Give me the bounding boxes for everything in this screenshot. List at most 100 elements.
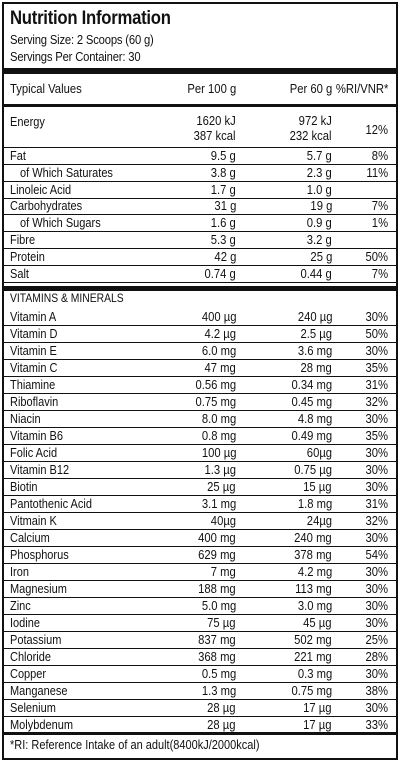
row-name: Vitamin E xyxy=(10,344,57,358)
row-per100: 7 mg xyxy=(210,565,236,579)
row-per100: 75 µg xyxy=(207,616,236,630)
row-per100: 4.2 µg xyxy=(204,327,236,341)
table-row: Vitamin B12 1.3 µg 0.75 µg 30% xyxy=(4,462,396,479)
row-per100: 47 mg xyxy=(204,361,236,375)
header-typical-values: Typical Values xyxy=(10,82,82,96)
row-divider xyxy=(4,529,396,530)
row-divider xyxy=(4,393,396,394)
row-ri: 35% xyxy=(365,429,388,443)
row-ri: 31% xyxy=(365,497,388,511)
row-name: Manganese xyxy=(10,684,68,698)
row-per100: 837 mg xyxy=(198,633,236,647)
row-per60: 0.34 mg xyxy=(291,378,332,392)
row-divider xyxy=(4,614,396,615)
row-name: Biotin xyxy=(10,480,38,494)
table-row: Vitamin A 400 µg 240 µg 30% xyxy=(4,309,396,326)
row-per60: 15 µg xyxy=(303,480,332,494)
table-row: Salt 0.74 g 0.44 g 7% xyxy=(4,266,396,283)
row-ri: 54% xyxy=(365,548,388,562)
row-divider xyxy=(4,248,396,249)
row-name: Magnesium xyxy=(10,582,67,596)
row-per100: 25 µg xyxy=(207,480,236,494)
row-name: Potassium xyxy=(10,633,62,647)
table-row: Potassium 837 mg 502 mg 25% xyxy=(4,632,396,649)
row-per60: 4.2 mg xyxy=(297,565,332,579)
header-per-100g: Per 100 g xyxy=(187,82,236,96)
row-per100: 188 mg xyxy=(198,582,236,596)
servings-per-container: Servings Per Container: 30 xyxy=(10,50,141,64)
row-ri: 8% xyxy=(371,149,388,163)
energy-ri: 12% xyxy=(365,123,388,137)
table-row: Iron 7 mg 4.2 mg 30% xyxy=(4,564,396,581)
row-name: Calcium xyxy=(10,531,50,545)
table-row: of Which Saturates 3.8 g 2.3 g 11% xyxy=(4,165,396,182)
row-per60: 24µg xyxy=(306,514,332,528)
table-row: Copper 0.5 mg 0.3 mg 30% xyxy=(4,666,396,683)
row-per60: 240 µg xyxy=(297,310,332,324)
row-per60: 17 µg xyxy=(303,701,332,715)
row-per100: 1.7 g xyxy=(210,182,236,197)
row-per60: 17 µg xyxy=(303,718,332,732)
row-name: Carbohydrates xyxy=(10,199,83,214)
row-name: Vitamin B12 xyxy=(10,463,70,477)
row-per100: 3.8 g xyxy=(210,165,236,180)
row-divider xyxy=(4,410,396,411)
row-name: Selenium xyxy=(10,701,56,715)
row-per100: 0.74 g xyxy=(204,266,236,281)
row-per60: 3.2 g xyxy=(306,233,332,247)
table-row: Biotin 25 µg 15 µg 30% xyxy=(4,479,396,496)
row-ri: 33% xyxy=(365,718,388,732)
row-per60: 0.45 mg xyxy=(291,395,332,409)
table-row: Vitamin D 4.2 µg 2.5 µg 50% xyxy=(4,326,396,343)
row-per100: 28 µg xyxy=(207,701,236,715)
row-divider xyxy=(4,546,396,547)
row-per60: 0.9 g xyxy=(306,216,332,231)
row-per60: 0.3 mg xyxy=(297,667,332,681)
row-divider xyxy=(4,461,396,462)
row-per100: 400 mg xyxy=(198,531,236,545)
row-per60: 28 mg xyxy=(300,361,332,375)
row-ri: 30% xyxy=(365,582,388,596)
row-name: Vitamin B6 xyxy=(10,429,63,443)
row-ri: 30% xyxy=(365,701,388,715)
row-name: Vitamin A xyxy=(10,310,57,324)
row-divider xyxy=(4,264,396,266)
row-name: Riboflavin xyxy=(10,395,59,409)
row-divider xyxy=(4,376,396,377)
table-row: Selenium 28 µg 17 µg 30% xyxy=(4,700,396,717)
row-name: Protein xyxy=(10,249,45,264)
table-row-energy: Energy 1620 kJ 387 kcal 972 kJ 232 kcal … xyxy=(4,114,396,148)
row-name: Vitamin C xyxy=(10,361,58,375)
row-ri: 50% xyxy=(365,249,388,264)
row-ri: 50% xyxy=(365,327,388,341)
footnote-rule xyxy=(4,732,396,735)
energy-per60-kcal: 232 kcal xyxy=(290,129,332,143)
row-ri: 30% xyxy=(365,667,388,681)
row-per60: 5.7 g xyxy=(306,149,332,163)
table-row: Fibre 5.3 g 3.2 g xyxy=(4,232,396,249)
row-per100: 1.3 mg xyxy=(201,684,236,698)
row-per100: 1.6 g xyxy=(210,216,236,231)
row-per60: 240 mg xyxy=(294,531,332,545)
row-per60: 502 mg xyxy=(294,633,332,647)
vitamins-heading: VITAMINS & MINERALS xyxy=(10,293,124,305)
table-row: Iodine 75 µg 45 µg 30% xyxy=(4,615,396,632)
row-ri: 32% xyxy=(365,395,388,409)
row-ri: 30% xyxy=(365,565,388,579)
table-row: Calcium 400 mg 240 mg 30% xyxy=(4,530,396,547)
row-ri: 30% xyxy=(365,446,388,460)
row-name: Fibre xyxy=(10,233,36,247)
row-ri: 11% xyxy=(366,165,388,180)
row-ri: 30% xyxy=(365,599,388,613)
row-ri: 1% xyxy=(371,216,388,231)
row-per100: 100 µg xyxy=(201,446,236,460)
row-per60: 0.44 g xyxy=(300,266,332,281)
row-ri: 30% xyxy=(365,412,388,426)
row-divider xyxy=(4,699,396,700)
header-ri: %RI/VNR* xyxy=(335,82,388,96)
row-per100: 629 mg xyxy=(198,548,236,562)
energy-per100-kj: 1620 kJ xyxy=(196,114,236,128)
row-ri: 7% xyxy=(371,266,388,281)
row-divider xyxy=(4,444,396,445)
